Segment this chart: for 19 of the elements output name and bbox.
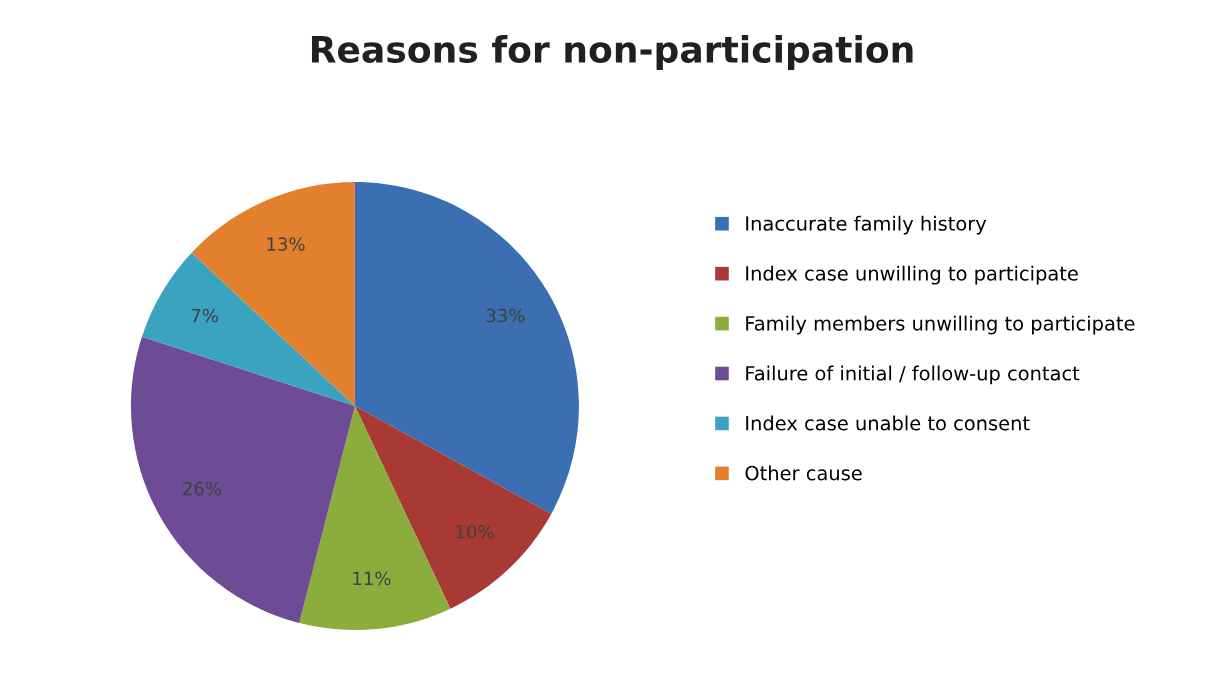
chart-title: Reasons for non-participation bbox=[311, 35, 913, 70]
pie-slice bbox=[354, 406, 552, 609]
pie-slice bbox=[130, 336, 355, 623]
legend-label: Other cause bbox=[745, 465, 862, 481]
legend-label: Failure of initial / follow-up contact bbox=[746, 365, 1080, 385]
data-label: 10% bbox=[456, 524, 494, 539]
data-label: 33% bbox=[486, 308, 525, 323]
pie-slice bbox=[141, 252, 355, 406]
legend-label: Family members unwilling to participate bbox=[746, 315, 1135, 335]
legend-label: Index case unable to consent bbox=[746, 415, 1030, 431]
data-label: 7% bbox=[191, 308, 218, 323]
legend-label: Inaccurate family history bbox=[746, 215, 987, 235]
data-label: 11% bbox=[353, 571, 391, 586]
legend-label: Index case unwilling to participate bbox=[746, 265, 1078, 285]
pie-slice bbox=[299, 406, 451, 630]
data-label: 13% bbox=[267, 237, 305, 251]
pie-slice bbox=[191, 182, 355, 406]
pie-slice bbox=[354, 182, 579, 514]
data-label: 26% bbox=[183, 481, 221, 496]
